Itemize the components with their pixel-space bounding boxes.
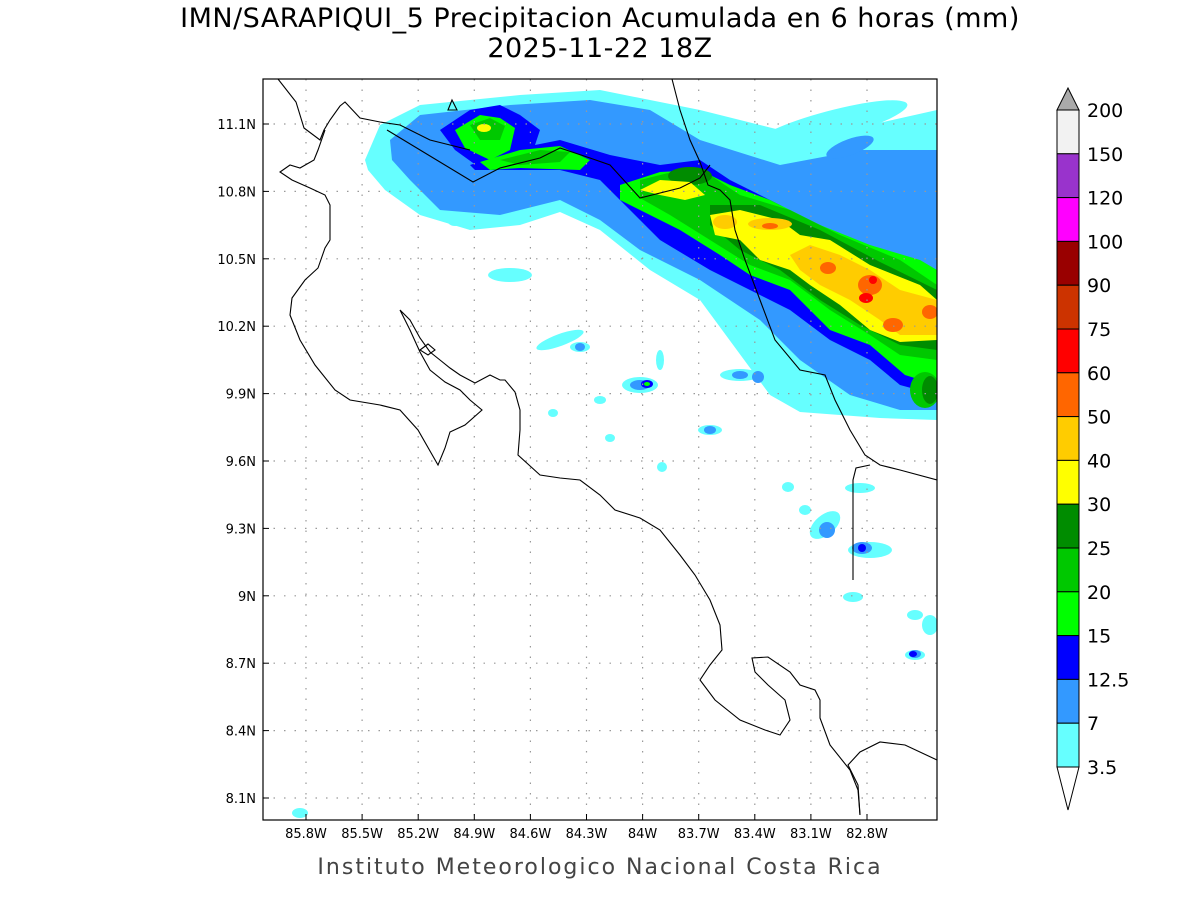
- colorbar-legend: 200 150 120 100 90 75 60 50 40 30 25 20 15 12.5 7 3.5: [1056, 86, 1129, 811]
- costa-rica-pacific-coast: [279, 129, 861, 816]
- colorbar-swatch: [1056, 722, 1080, 768]
- colorbar-over-triangle: [1056, 86, 1080, 111]
- colorbar-swatch: [1056, 197, 1080, 242]
- colorbar-level-label: 40: [1087, 450, 1111, 472]
- colorbar-level-label: 20: [1087, 582, 1111, 604]
- colorbar-level-label: 15: [1087, 626, 1111, 648]
- lon-tick-label: 82.8W: [846, 827, 888, 842]
- colorbar-level-label: 60: [1087, 363, 1111, 385]
- colorbar-level-label: 7: [1087, 713, 1099, 735]
- lagoon-mark: [447, 98, 458, 111]
- coastline-borders: [277, 79, 937, 816]
- lon-tick-label: 84.6W: [509, 827, 551, 842]
- nicaragua-costa-rica-border: [386, 129, 711, 199]
- colorbar-swatch: [1056, 416, 1080, 461]
- lat-tick-label: 10.5N: [217, 253, 256, 268]
- lon-tick-label: 84W: [628, 827, 658, 842]
- colorbar-swatch: [1056, 503, 1080, 549]
- panama-border: [852, 464, 871, 580]
- lon-tick-label: 84.9W: [453, 827, 495, 842]
- colorbar-level-label: 75: [1087, 319, 1111, 341]
- lat-tick-label: 10.8N: [217, 185, 256, 200]
- colorbar-swatch: [1056, 153, 1080, 199]
- colorbar-level-label: 90: [1087, 275, 1111, 297]
- panama-coast: [847, 741, 937, 816]
- colorbar-swatch: [1056, 635, 1080, 680]
- lon-tick-label: 85.5W: [341, 827, 383, 842]
- lat-tick-label: 9.3N: [226, 522, 256, 537]
- lat-tick-label: 8.1N: [226, 792, 256, 807]
- colorbar-level-label: 3.5: [1087, 757, 1117, 779]
- colorbar-swatch: [1056, 459, 1080, 505]
- colorbar-level-label: 200: [1087, 100, 1123, 122]
- lon-tick-label: 83.7W: [678, 827, 720, 842]
- precip-60-75: [859, 276, 877, 303]
- map-frame: [262, 78, 938, 821]
- lat-tick-label: 9.6N: [226, 455, 256, 470]
- precipitation-field: [292, 90, 937, 818]
- colorbar-swatch: [1056, 372, 1080, 418]
- colorbar-level-label: 12.5: [1087, 669, 1129, 691]
- colorbar-under-triangle: [1056, 766, 1080, 811]
- colorbar-level-label: 120: [1087, 188, 1123, 210]
- lat-tick-label: 8.7N: [226, 657, 256, 672]
- colorbar-swatch: [1056, 328, 1080, 374]
- lat-tick-label: 11.1N: [217, 118, 256, 133]
- colorbar-level-label: 50: [1087, 407, 1111, 429]
- lon-tick-label: 83.1W: [790, 827, 832, 842]
- colorbar-level-label: 25: [1087, 538, 1111, 560]
- colorbar-swatch: [1056, 240, 1080, 286]
- colorbar-level-label: 30: [1087, 494, 1111, 516]
- lon-tick-label: 85.8W: [285, 827, 327, 842]
- lon-tick-label: 83.4W: [734, 827, 776, 842]
- map-title: IMN/SARAPIQUI_5 Precipitacion Acumulada …: [180, 3, 1020, 34]
- colorbar-swatch: [1056, 591, 1080, 637]
- colorbar-swatch: [1056, 678, 1080, 724]
- graticule: [263, 79, 937, 820]
- lon-tick-label: 85.2W: [397, 827, 439, 842]
- lon-tick-label: 84.3W: [566, 827, 608, 842]
- lat-tick-label: 9N: [238, 590, 256, 605]
- colorbar-level-label: 150: [1087, 144, 1123, 166]
- lat-tick-label: 10.2N: [217, 320, 256, 335]
- footer-credit: Instituto Meteorologico Nacional Costa R…: [317, 855, 883, 880]
- caribbean-coast: [671, 79, 937, 481]
- nicaragua-pacific-coast: [277, 79, 471, 151]
- precip-50-60: [762, 223, 937, 332]
- colorbar-swatch: [1056, 547, 1080, 593]
- colorbar-swatch: [1056, 109, 1080, 155]
- map-datetime: 2025-11-22 18Z: [487, 33, 713, 64]
- gulf-island: [419, 343, 436, 356]
- lat-tick-label: 8.4N: [226, 725, 256, 740]
- colorbar-level-label: 100: [1087, 231, 1123, 253]
- lat-tick-label: 9.9N: [226, 388, 256, 403]
- axis-ticks: 85.8W 85.5W 85.2W 84.9W 84.6W 84.3W 84W 83.7W 83…: [217, 118, 888, 842]
- colorbar-swatch: [1056, 284, 1080, 330]
